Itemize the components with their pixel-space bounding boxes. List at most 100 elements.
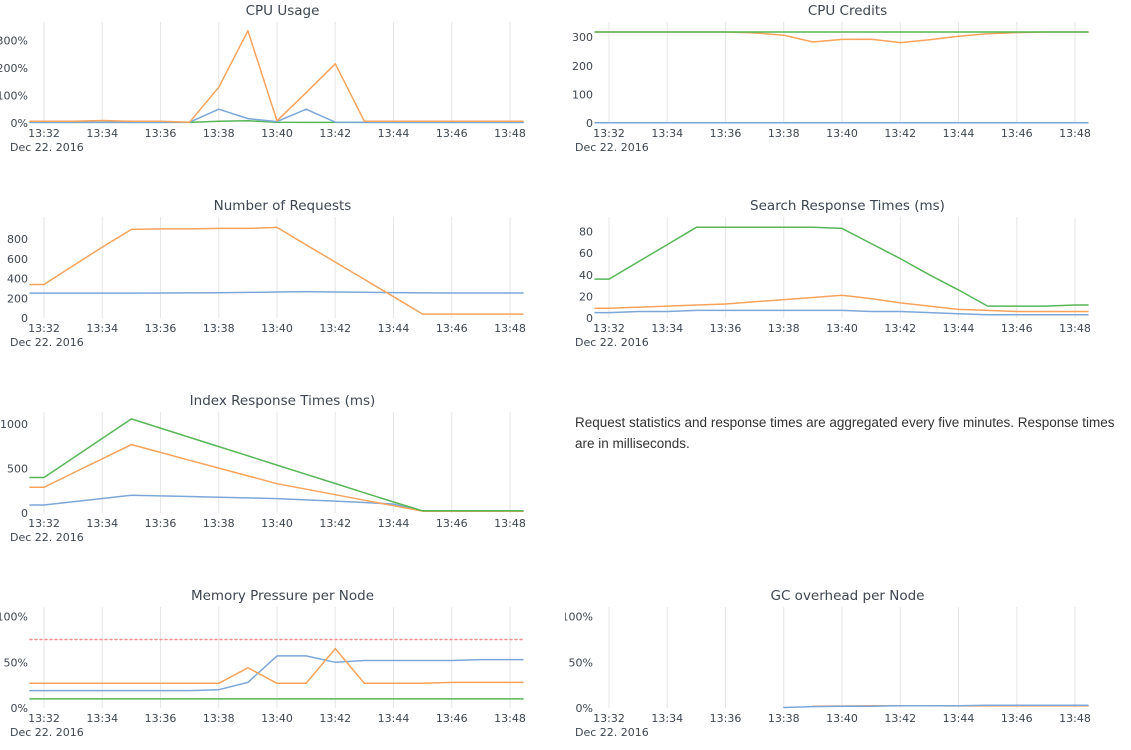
- chart-title: CPU Usage: [246, 3, 320, 19]
- y-tick-label: 800: [7, 233, 28, 246]
- x-tick-label: 13:46: [1001, 127, 1033, 140]
- number-of-requests-series-requests-blue: [29, 290, 524, 294]
- x-tick-label: 13:38: [768, 322, 800, 335]
- y-tick-label: 80: [579, 226, 593, 239]
- y-tick-label: 100%: [565, 611, 593, 624]
- x-tick-label: 13:34: [86, 322, 118, 335]
- aggregation-note-text: Request statistics and response times ar…: [575, 415, 1115, 451]
- y-tick-label: 0: [586, 312, 593, 325]
- x-tick-label: 13:36: [710, 127, 742, 140]
- y-tick-label: 500: [7, 463, 28, 476]
- x-tick-label: 13:36: [145, 712, 177, 725]
- chart-cpu-credits: 13:32 13:34 13:36 13:38 13:40 13:42 13:44 13:46…: [565, 0, 1131, 195]
- chart-title: GC overhead per Node: [771, 588, 925, 604]
- chart-search-response-times: 13:32 13:34 13:36 13:38 13:40 13:42 13:44 13:46…: [565, 195, 1131, 390]
- y-tick-label: 0%: [576, 702, 593, 715]
- memory-pressure-per-node-svg: 13:32 13:34 13:36 13:38 13:40 13:42 13:44 13:46…: [0, 588, 526, 739]
- x-axis-date-label: Dec 22. 2016: [10, 336, 84, 349]
- y-tick-label: 100%: [0, 89, 28, 102]
- x-tick-label: 13:38: [768, 127, 800, 140]
- x-tick-label: 13:32: [593, 322, 625, 335]
- x-tick-label: 13:32: [28, 517, 60, 530]
- y-tick-label: 0: [21, 507, 28, 520]
- number-of-requests-series-requests-orange: [29, 226, 524, 315]
- x-tick-label: 13:46: [1001, 712, 1033, 725]
- x-tick-label: 13:34: [651, 127, 683, 140]
- x-tick-label: 13:36: [710, 712, 742, 725]
- x-tick-label: 13:44: [378, 127, 410, 140]
- index-response-times-series-index-green: [29, 418, 524, 512]
- x-tick-label: 13:34: [651, 712, 683, 725]
- x-tick-label: 13:46: [1001, 322, 1033, 335]
- chart-title: Memory Pressure per Node: [191, 588, 374, 604]
- search-response-times-series-search-orange: [594, 294, 1089, 313]
- x-tick-label: 13:34: [651, 322, 683, 335]
- cpu-usage-svg: 13:32 13:34 13:36 13:38 13:40 13:42 13:44 13:46…: [0, 3, 526, 154]
- x-tick-label: 13:32: [593, 712, 625, 725]
- x-tick-label: 13:48: [494, 322, 526, 335]
- y-tick-label: 0%: [11, 702, 28, 715]
- gc-overhead-per-node-svg: 13:32 13:34 13:36 13:38 13:40 13:42 13:44 13:46…: [562, 588, 1091, 739]
- x-tick-label: 13:36: [710, 322, 742, 335]
- x-tick-label: 13:44: [943, 712, 975, 725]
- x-tick-label: 13:40: [261, 322, 293, 335]
- x-tick-label: 13:48: [494, 127, 526, 140]
- chart-cpu-usage: 13:32 13:34 13:36 13:38 13:40 13:42 13:44 13:46…: [0, 0, 565, 195]
- x-tick-label: 13:44: [943, 322, 975, 335]
- x-tick-label: 13:32: [28, 322, 60, 335]
- memory-pressure-per-node-series-node-orange: [29, 647, 524, 685]
- chart-index-response-times: 13:32 13:34 13:36 13:38 13:40 13:42 13:44 13:46…: [0, 390, 565, 585]
- x-tick-label: 13:40: [261, 517, 293, 530]
- search-response-times-series-search-green: [594, 226, 1089, 307]
- y-tick-label: 300%: [0, 34, 28, 47]
- y-tick-label: 300: [572, 31, 593, 44]
- x-axis-date-label: Dec 22. 2016: [575, 141, 649, 154]
- y-tick-label: 0: [586, 117, 593, 130]
- x-tick-label: 13:36: [145, 322, 177, 335]
- chart-title: CPU Credits: [808, 3, 887, 19]
- x-tick-label: 13:46: [436, 322, 468, 335]
- y-tick-label: 200: [7, 292, 28, 305]
- x-tick-label: 13:40: [826, 712, 858, 725]
- x-tick-label: 13:34: [86, 517, 118, 530]
- x-tick-label: 13:48: [494, 517, 526, 530]
- x-tick-label: 13:44: [943, 127, 975, 140]
- chart-title: Search Response Times (ms): [750, 198, 945, 214]
- y-tick-label: 50%: [569, 656, 593, 669]
- x-tick-label: 13:40: [826, 127, 858, 140]
- x-tick-label: 13:40: [826, 322, 858, 335]
- y-tick-label: 60: [579, 247, 593, 260]
- x-tick-label: 13:42: [319, 517, 351, 530]
- x-tick-label: 13:38: [203, 712, 235, 725]
- chart-title: Number of Requests: [214, 198, 352, 214]
- y-tick-label: 600: [7, 253, 28, 266]
- number-of-requests-svg: 13:32 13:34 13:36 13:38 13:40 13:42 13:44 13:46…: [7, 198, 526, 349]
- x-tick-label: 13:36: [145, 517, 177, 530]
- y-tick-label: 400: [7, 273, 28, 286]
- x-axis-date-label: Dec 22. 2016: [10, 141, 84, 154]
- y-tick-label: 200%: [0, 62, 28, 75]
- y-tick-label: 20: [579, 290, 593, 303]
- x-tick-label: 13:42: [319, 322, 351, 335]
- x-tick-label: 13:42: [884, 127, 916, 140]
- x-tick-label: 13:32: [28, 712, 60, 725]
- x-tick-label: 13:44: [378, 517, 410, 530]
- x-tick-label: 13:38: [768, 712, 800, 725]
- x-axis-date-label: Dec 22. 2016: [575, 336, 649, 349]
- x-tick-label: 13:48: [494, 712, 526, 725]
- x-tick-label: 13:34: [86, 712, 118, 725]
- x-tick-label: 13:48: [1059, 322, 1091, 335]
- search-response-times-svg: 13:32 13:34 13:36 13:38 13:40 13:42 13:44 13:46…: [575, 198, 1091, 349]
- x-axis-date-label: Dec 22. 2016: [575, 726, 649, 739]
- chart-title: Index Response Times (ms): [190, 393, 376, 409]
- chart-memory-pressure-per-node: 13:32 13:34 13:36 13:38 13:40 13:42 13:44 13:46…: [0, 585, 565, 741]
- x-tick-label: 13:40: [261, 712, 293, 725]
- x-tick-label: 13:46: [436, 712, 468, 725]
- y-tick-label: 100%: [0, 611, 28, 624]
- x-tick-label: 13:36: [145, 127, 177, 140]
- y-tick-label: 40: [579, 269, 593, 282]
- x-tick-label: 13:44: [378, 712, 410, 725]
- cpu-usage-series-instance-orange: [29, 30, 524, 123]
- x-tick-label: 13:44: [378, 322, 410, 335]
